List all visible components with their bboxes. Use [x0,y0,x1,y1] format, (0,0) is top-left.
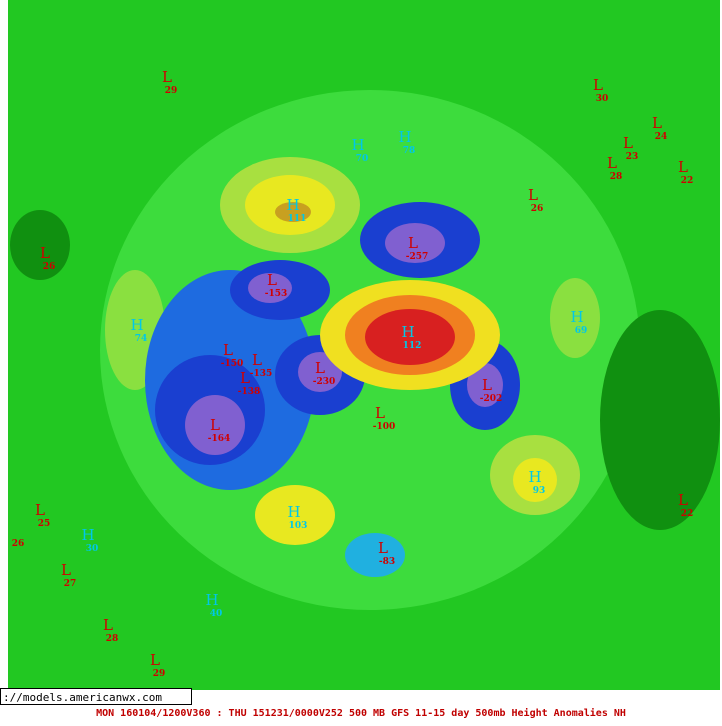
anomaly-value: -150 [221,359,244,369]
pressure-letter: L [61,561,71,579]
anomaly-value: -100 [373,422,396,432]
pressure-letter: L [162,68,172,86]
anomaly-value: 74 [135,334,148,344]
pressure-letter: L [378,539,388,557]
anomaly-value: 70 [356,154,369,164]
anomaly-value: 112 [403,341,422,351]
anomaly-value: -153 [265,289,288,299]
pressure-letter: L [593,76,603,94]
anomaly-value: 69 [575,326,588,336]
pressure-letter: L [150,651,160,669]
anomaly-value: -230 [313,377,336,387]
pressure-letter: H [398,128,411,146]
anomaly-value: 23 [626,152,639,162]
pressure-letter: H [287,503,300,521]
pressure-letter: L [623,134,633,152]
pressure-letter: L [375,404,385,422]
pressure-letter: L [528,186,538,204]
anomaly-value: 25 [38,519,51,529]
pressure-letter: L [210,416,220,434]
anomaly-value: 93 [533,486,546,496]
pressure-letter: H [351,136,364,154]
pressure-letter: H [81,526,94,544]
pressure-letter: L [240,369,250,387]
pressure-letter: H [401,323,414,341]
anomaly-value: -257 [406,252,429,262]
pressure-letter: L [223,341,233,359]
pressure-letter: L [267,271,277,289]
anomaly-value: 111 [288,214,307,224]
anomaly-value: 78 [403,146,416,156]
pressure-letter: H [205,591,218,609]
anomaly-value: -83 [379,557,395,567]
map-caption: MON 160104/1200V360 : THU 151231/0000V25… [96,708,626,719]
pressure-letter: L [678,158,688,176]
pressure-letter: L [678,491,688,509]
pressure-letter: L [103,616,113,634]
anomaly-value: 26 [531,204,544,214]
pressure-letter: L [40,244,50,262]
pressure-letter: L [607,154,617,172]
anomaly-value: 22 [681,176,694,186]
anomaly-value: 30 [86,544,99,554]
anomaly-value: 103 [289,521,308,531]
pressure-letter: L [652,114,662,132]
anomaly-value: 27 [64,579,77,589]
anomaly-value: 26 [43,262,56,272]
anomaly-value: 28 [610,172,623,182]
anomaly-value: -202 [480,394,503,404]
anomaly-value: 30 [596,94,609,104]
pressure-letter: H [286,196,299,214]
anomaly-value: -135 [250,369,273,379]
anomaly-value: 22 [681,509,694,519]
anomaly-value: 29 [153,669,166,679]
source-url: ://models.americanwx.com [0,688,192,705]
anomaly-value: 28 [106,634,119,644]
pressure-letter: L [252,351,262,369]
anomaly-value: 26 [12,539,25,549]
pressure-letter: L [482,376,492,394]
pressure-letter: H [130,316,143,334]
pressure-letter: L [408,234,418,252]
anomaly-value: -138 [238,387,261,397]
pressure-letter: L [35,501,45,519]
pressure-letter: L [315,359,325,377]
pressure-letter: H [570,308,583,326]
anomaly-value: 40 [210,609,223,619]
anomaly-value: 29 [165,86,178,96]
pressure-letter: H [528,468,541,486]
anomaly-value: 24 [655,132,668,142]
anomaly-value: -164 [208,434,231,444]
